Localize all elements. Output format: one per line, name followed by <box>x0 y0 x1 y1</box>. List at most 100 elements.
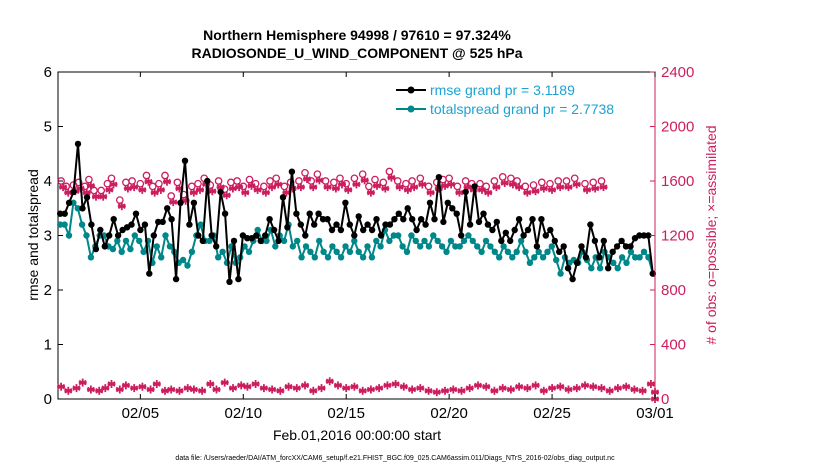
obs-possible-marker <box>107 174 116 183</box>
obs-possible-marker <box>461 177 470 185</box>
totalspread-point <box>166 243 174 250</box>
legend-rmse-label: rmse grand pr = 3.1189 <box>430 82 575 98</box>
totalspread-point <box>118 248 125 255</box>
obs-assimilated-marker <box>572 180 581 189</box>
rmse-point <box>368 226 376 234</box>
obs-possible-marker <box>408 177 416 185</box>
totalspread-point <box>359 254 367 261</box>
rmse-point <box>609 248 616 255</box>
totalspread-point <box>78 221 86 228</box>
rmse-point <box>306 210 313 217</box>
obs-assimilated-marker <box>395 183 404 192</box>
obs-assimilated-bottom-marker <box>465 384 474 393</box>
obs-assimilated-marker <box>455 188 464 197</box>
rmse-point <box>199 237 206 245</box>
obs-possible-marker <box>379 178 388 187</box>
totalspread-point <box>399 243 406 250</box>
rmse-point <box>484 221 492 228</box>
right-tick-label: 800 <box>661 282 686 299</box>
rmse-point <box>551 237 558 245</box>
totalspread-point <box>136 237 143 245</box>
rmse-point <box>462 188 469 196</box>
left-tick-label: 3 <box>44 228 52 245</box>
obs-assimilated-bottom-marker <box>167 385 176 394</box>
rmse-point <box>293 210 300 217</box>
totalspread-point <box>421 237 428 245</box>
rmse-point <box>141 221 149 228</box>
left-axis-ticks: 0 1 2 3 4 5 6 <box>44 64 63 408</box>
totalspread-point <box>351 237 358 245</box>
obs-assimilated-bottom-marker <box>78 378 87 387</box>
obs-possible-marker <box>416 174 425 183</box>
rmse-point <box>587 221 594 228</box>
totalspread-point <box>500 243 507 250</box>
rmse-point <box>391 216 398 223</box>
obs-assimilated-marker <box>484 188 493 197</box>
obs-possible-marker <box>402 179 410 188</box>
rmse-point <box>266 216 273 223</box>
totalspread-point <box>158 254 165 261</box>
obs-assimilated-bottom-marker <box>375 384 384 393</box>
totalspread-point <box>395 232 402 239</box>
rmse-point <box>128 221 135 228</box>
obs-assimilated-bottom-marker <box>175 386 184 395</box>
rmse-point <box>529 216 536 223</box>
rmse-point <box>101 243 109 250</box>
rmse-point <box>458 232 465 239</box>
totalspread-point <box>390 232 397 239</box>
rmse-point <box>270 226 278 234</box>
totalspread-point <box>329 243 336 250</box>
rmse-point <box>279 194 287 201</box>
obs-possible-marker <box>167 192 176 200</box>
rmse-point <box>217 188 224 196</box>
obs-assimilated-marker <box>296 183 305 192</box>
totalspread-point <box>298 254 305 261</box>
obs-assimilated-bottom-marker <box>548 384 557 393</box>
rmse-point <box>564 265 572 272</box>
totalspread-point <box>544 248 551 255</box>
obs-possible-marker <box>194 179 202 188</box>
obs-assimilated-marker <box>105 185 114 194</box>
obs-assimilated-marker <box>478 185 486 194</box>
totalspread-line <box>60 200 654 278</box>
obs-assimilated-marker <box>523 188 532 197</box>
obs-possible-marker <box>358 170 367 179</box>
rmse-point <box>627 243 634 250</box>
totalspread-point <box>618 254 626 261</box>
totalspread-point <box>346 248 354 255</box>
totalspread-point <box>254 226 261 234</box>
obs-assimilated-bottom-marker <box>334 381 342 390</box>
rmse-point <box>319 216 327 223</box>
obs-assimilated-bottom-marker <box>259 384 268 393</box>
obs-assimilated-marker <box>366 188 375 197</box>
totalspread-point <box>386 237 393 245</box>
rmse-point <box>409 216 416 223</box>
rmse-point <box>164 205 171 212</box>
obs-possible-marker <box>57 177 65 185</box>
obs-possible-marker <box>546 179 554 188</box>
totalspread-point <box>109 245 117 253</box>
obs-assimilated-marker <box>99 192 108 201</box>
rmse-point <box>618 237 625 245</box>
totalspread-point <box>87 254 95 261</box>
y-axis-label-right: # of obs: o=possible; ×=assimilated <box>703 125 719 344</box>
right-tick-label: 2400 <box>661 64 694 81</box>
obs-assimilated-marker <box>309 183 318 192</box>
rmse-point <box>253 232 260 239</box>
totalspread-point <box>114 237 121 245</box>
rmse-point <box>426 199 434 206</box>
rmse-point <box>360 226 367 234</box>
obs-assimilated-bottom-marker <box>317 384 326 393</box>
rmse-point <box>92 245 100 253</box>
obs-assimilated-marker <box>331 184 340 193</box>
rmse-point <box>137 226 144 234</box>
obs-assimilated-bottom-marker <box>638 386 647 395</box>
obs-assimilated-marker <box>531 187 540 196</box>
rmse-point <box>311 221 318 228</box>
obs-assimilated-bottom-marker <box>622 382 631 391</box>
obs-possible-marker <box>507 174 515 183</box>
rmse-point <box>208 232 215 239</box>
rmse-point <box>502 229 509 236</box>
rmse-point <box>177 199 184 206</box>
rmse-point <box>284 224 291 231</box>
